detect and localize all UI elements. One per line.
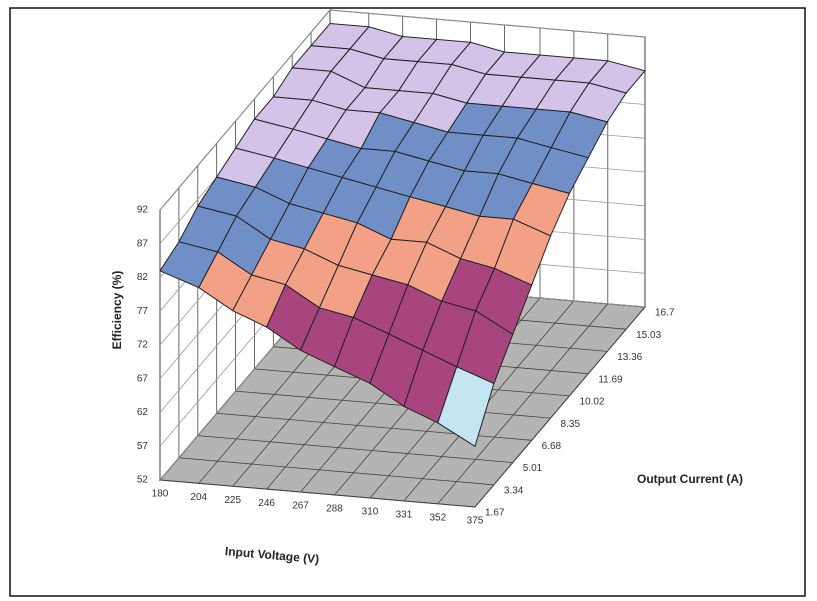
y-tick-label: 15.03 xyxy=(636,330,661,341)
z-tick-label: 82 xyxy=(137,272,149,283)
z-tick-label: 77 xyxy=(137,306,149,317)
z-tick-label: 92 xyxy=(137,205,149,216)
x-tick-label: 267 xyxy=(292,501,309,512)
surface-face xyxy=(437,366,495,448)
x-tick-label: 375 xyxy=(467,516,484,527)
x-tick-label: 310 xyxy=(362,507,379,518)
z-tick-label: 67 xyxy=(137,373,149,384)
labels: 52 57 62 67 72 77 82 87 92 180 204 225 246 267 288 310 3… xyxy=(137,205,675,527)
y-axis-title: Output Current (A) xyxy=(637,472,743,486)
x-tick-label: 288 xyxy=(326,504,343,515)
x-tick-label: 331 xyxy=(396,510,413,521)
frame xyxy=(9,7,806,597)
y-tick-label: 10.02 xyxy=(579,397,604,408)
y-tick-label: 5.01 xyxy=(523,463,543,474)
z-tick-label: 57 xyxy=(137,441,149,452)
y-tick-label: 13.36 xyxy=(617,352,642,363)
surface xyxy=(159,22,646,448)
z-tick-label: 72 xyxy=(137,340,149,351)
z-tick-label: 52 xyxy=(137,475,149,486)
y-tick-label: 3.34 xyxy=(504,485,524,496)
z-axis-title: Efficiency (%) xyxy=(110,271,124,350)
grid-line xyxy=(159,9,646,211)
z-tick-label: 62 xyxy=(137,407,149,418)
x-tick-label: 352 xyxy=(430,512,447,523)
y-tick-label: 6.68 xyxy=(542,441,562,452)
x-axis-title: Input Voltage (V) xyxy=(224,544,319,566)
z-tick-label: 87 xyxy=(137,238,149,249)
y-tick-label: 16.7 xyxy=(655,308,675,319)
y-tick-label: 11.69 xyxy=(598,374,623,385)
y-tick-label: 8.35 xyxy=(561,419,581,430)
x-tick-label: 204 xyxy=(190,492,207,503)
x-tick-label: 246 xyxy=(258,498,275,509)
y-tick-label: 1.67 xyxy=(485,508,505,519)
x-tick-label: 225 xyxy=(224,495,241,506)
x-tick-label: 180 xyxy=(152,489,169,500)
